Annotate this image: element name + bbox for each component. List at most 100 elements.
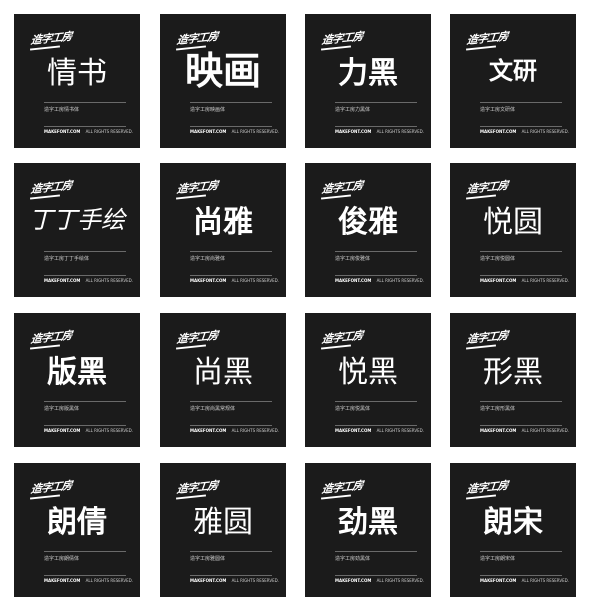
font-sample-title: 尚黑 — [193, 355, 253, 390]
site-link[interactable]: MAKEFONT.COM — [44, 578, 81, 583]
site-link[interactable]: MAKEFONT.COM — [335, 129, 372, 134]
brand-logo: 造字工房 — [175, 479, 218, 500]
font-sample-title: 俊雅 — [338, 205, 398, 240]
site-link[interactable]: MAKEFONT.COM — [480, 278, 517, 283]
divider — [190, 401, 272, 402]
site-link[interactable]: MAKEFONT.COM — [335, 428, 372, 433]
font-description: 造字工房映画体 — [190, 107, 226, 113]
font-description: 造字工房丁丁手绘体 — [44, 256, 90, 262]
rights-text: ALL RIGHTS RESERVED. — [521, 428, 569, 433]
font-card-7[interactable]: 造字工房 俊雅 造字工房俊雅体 MAKEFONT.COM ALL RIGHTS … — [305, 163, 431, 297]
font-card-8[interactable]: 造字工房 悦圆 造字工房悦圆体 MAKEFONT.COM ALL RIGHTS … — [450, 163, 576, 297]
font-description: 造字工房朗倩体 — [44, 556, 80, 562]
font-card-1[interactable]: 造字工房 情书 造字工房情书体 MAKEFONT.COM ALL RIGHTS … — [14, 14, 140, 148]
brand-logo-text: 造字工房 — [321, 328, 364, 347]
divider — [480, 401, 562, 402]
divider — [335, 102, 417, 103]
brand-logo: 造字工房 — [29, 479, 72, 500]
font-card-9[interactable]: 造字工房 版黑 造字工房版黑体 MAKEFONT.COM ALL RIGHTS … — [14, 313, 140, 447]
divider — [190, 575, 272, 576]
font-description: 造字工房俊雅体 — [335, 256, 371, 262]
brand-logo-text: 造字工房 — [321, 29, 364, 48]
font-sample-title: 雅圆 — [193, 505, 253, 540]
font-card-10[interactable]: 造字工房 尚黑 造字工房尚黑常规体 MAKEFONT.COM ALL RIGHT… — [160, 313, 286, 447]
divider — [44, 251, 126, 252]
rights-text: ALL RIGHTS RESERVED. — [376, 578, 424, 583]
card-footer: MAKEFONT.COM ALL RIGHTS RESERVED. — [335, 278, 424, 283]
divider — [44, 551, 126, 552]
divider — [480, 575, 562, 576]
rights-text: ALL RIGHTS RESERVED. — [85, 578, 133, 583]
font-sample-title: 文研 — [489, 57, 537, 85]
font-card-14[interactable]: 造字工房 雅圆 造字工房雅圆体 MAKEFONT.COM ALL RIGHTS … — [160, 463, 286, 597]
brand-logo: 造字工房 — [320, 179, 363, 200]
font-card-16[interactable]: 造字工房 朗宋 造字工房朗宋体 MAKEFONT.COM ALL RIGHTS … — [450, 463, 576, 597]
card-footer: MAKEFONT.COM ALL RIGHTS RESERVED. — [335, 129, 424, 134]
brand-logo: 造字工房 — [175, 179, 218, 200]
font-card-13[interactable]: 造字工房 朗倩 造字工房朗倩体 MAKEFONT.COM ALL RIGHTS … — [14, 463, 140, 597]
site-link[interactable]: MAKEFONT.COM — [190, 578, 227, 583]
font-description: 造字工房雅圆体 — [190, 556, 226, 562]
rights-text: ALL RIGHTS RESERVED. — [85, 278, 133, 283]
site-link[interactable]: MAKEFONT.COM — [480, 428, 517, 433]
brand-logo-text: 造字工房 — [321, 478, 364, 497]
divider — [190, 126, 272, 127]
divider — [335, 575, 417, 576]
rights-text: ALL RIGHTS RESERVED. — [521, 278, 569, 283]
site-link[interactable]: MAKEFONT.COM — [480, 129, 517, 134]
font-card-2[interactable]: 造字工房 映画 造字工房映画体 MAKEFONT.COM ALL RIGHTS … — [160, 14, 286, 148]
brand-logo-text: 造字工房 — [30, 178, 73, 197]
divider — [190, 102, 272, 103]
font-card-6[interactable]: 造字工房 尚雅 造字工房尚雅体 MAKEFONT.COM ALL RIGHTS … — [160, 163, 286, 297]
font-card-11[interactable]: 造字工房 悦黑 造字工房悦黑体 MAKEFONT.COM ALL RIGHTS … — [305, 313, 431, 447]
rights-text: ALL RIGHTS RESERVED. — [521, 578, 569, 583]
card-footer: MAKEFONT.COM ALL RIGHTS RESERVED. — [190, 428, 279, 433]
divider — [44, 126, 126, 127]
brand-logo: 造字工房 — [29, 30, 72, 51]
site-link[interactable]: MAKEFONT.COM — [44, 129, 81, 134]
site-link[interactable]: MAKEFONT.COM — [190, 278, 227, 283]
card-footer: MAKEFONT.COM ALL RIGHTS RESERVED. — [480, 578, 569, 583]
brand-logo: 造字工房 — [320, 329, 363, 350]
divider — [480, 126, 562, 127]
brand-logo-text: 造字工房 — [176, 178, 219, 197]
font-description: 造字工房劲黑体 — [335, 556, 371, 562]
divider — [190, 251, 272, 252]
card-footer: MAKEFONT.COM ALL RIGHTS RESERVED. — [44, 129, 133, 134]
font-card-12[interactable]: 造字工房 形黑 造字工房形黑体 MAKEFONT.COM ALL RIGHTS … — [450, 313, 576, 447]
divider — [335, 551, 417, 552]
brand-logo: 造字工房 — [465, 329, 508, 350]
font-card-3[interactable]: 造字工房 力黑 造字工房力黑体 MAKEFONT.COM ALL RIGHTS … — [305, 14, 431, 148]
rights-text: ALL RIGHTS RESERVED. — [85, 428, 133, 433]
card-footer: MAKEFONT.COM ALL RIGHTS RESERVED. — [44, 578, 133, 583]
site-link[interactable]: MAKEFONT.COM — [480, 578, 517, 583]
font-card-5[interactable]: 造字工房 丁丁手绘 造字工房丁丁手绘体 MAKEFONT.COM ALL RIG… — [14, 163, 140, 297]
divider — [335, 251, 417, 252]
site-link[interactable]: MAKEFONT.COM — [335, 278, 372, 283]
font-description: 造字工房悦圆体 — [480, 256, 516, 262]
site-link[interactable]: MAKEFONT.COM — [190, 428, 227, 433]
site-link[interactable]: MAKEFONT.COM — [335, 578, 372, 583]
rights-text: ALL RIGHTS RESERVED. — [376, 278, 424, 283]
font-card-15[interactable]: 造字工房 劲黑 造字工房劲黑体 MAKEFONT.COM ALL RIGHTS … — [305, 463, 431, 597]
site-link[interactable]: MAKEFONT.COM — [44, 428, 81, 433]
font-card-4[interactable]: 造字工房 文研 造字工房文研体 MAKEFONT.COM ALL RIGHTS … — [450, 14, 576, 148]
rights-text: ALL RIGHTS RESERVED. — [231, 578, 279, 583]
rights-text: ALL RIGHTS RESERVED. — [231, 129, 279, 134]
divider — [44, 275, 126, 276]
divider — [335, 401, 417, 402]
brand-logo-text: 造字工房 — [466, 29, 509, 48]
site-link[interactable]: MAKEFONT.COM — [44, 278, 81, 283]
divider — [335, 425, 417, 426]
brand-logo: 造字工房 — [465, 30, 508, 51]
rights-text: ALL RIGHTS RESERVED. — [85, 129, 133, 134]
card-footer: MAKEFONT.COM ALL RIGHTS RESERVED. — [190, 578, 279, 583]
site-link[interactable]: MAKEFONT.COM — [190, 129, 227, 134]
font-description: 造字工房版黑体 — [44, 406, 80, 412]
card-footer: MAKEFONT.COM ALL RIGHTS RESERVED. — [480, 278, 569, 283]
brand-logo: 造字工房 — [465, 179, 508, 200]
divider — [44, 425, 126, 426]
brand-logo: 造字工房 — [29, 329, 72, 350]
font-sample-title: 形黑 — [483, 355, 543, 390]
